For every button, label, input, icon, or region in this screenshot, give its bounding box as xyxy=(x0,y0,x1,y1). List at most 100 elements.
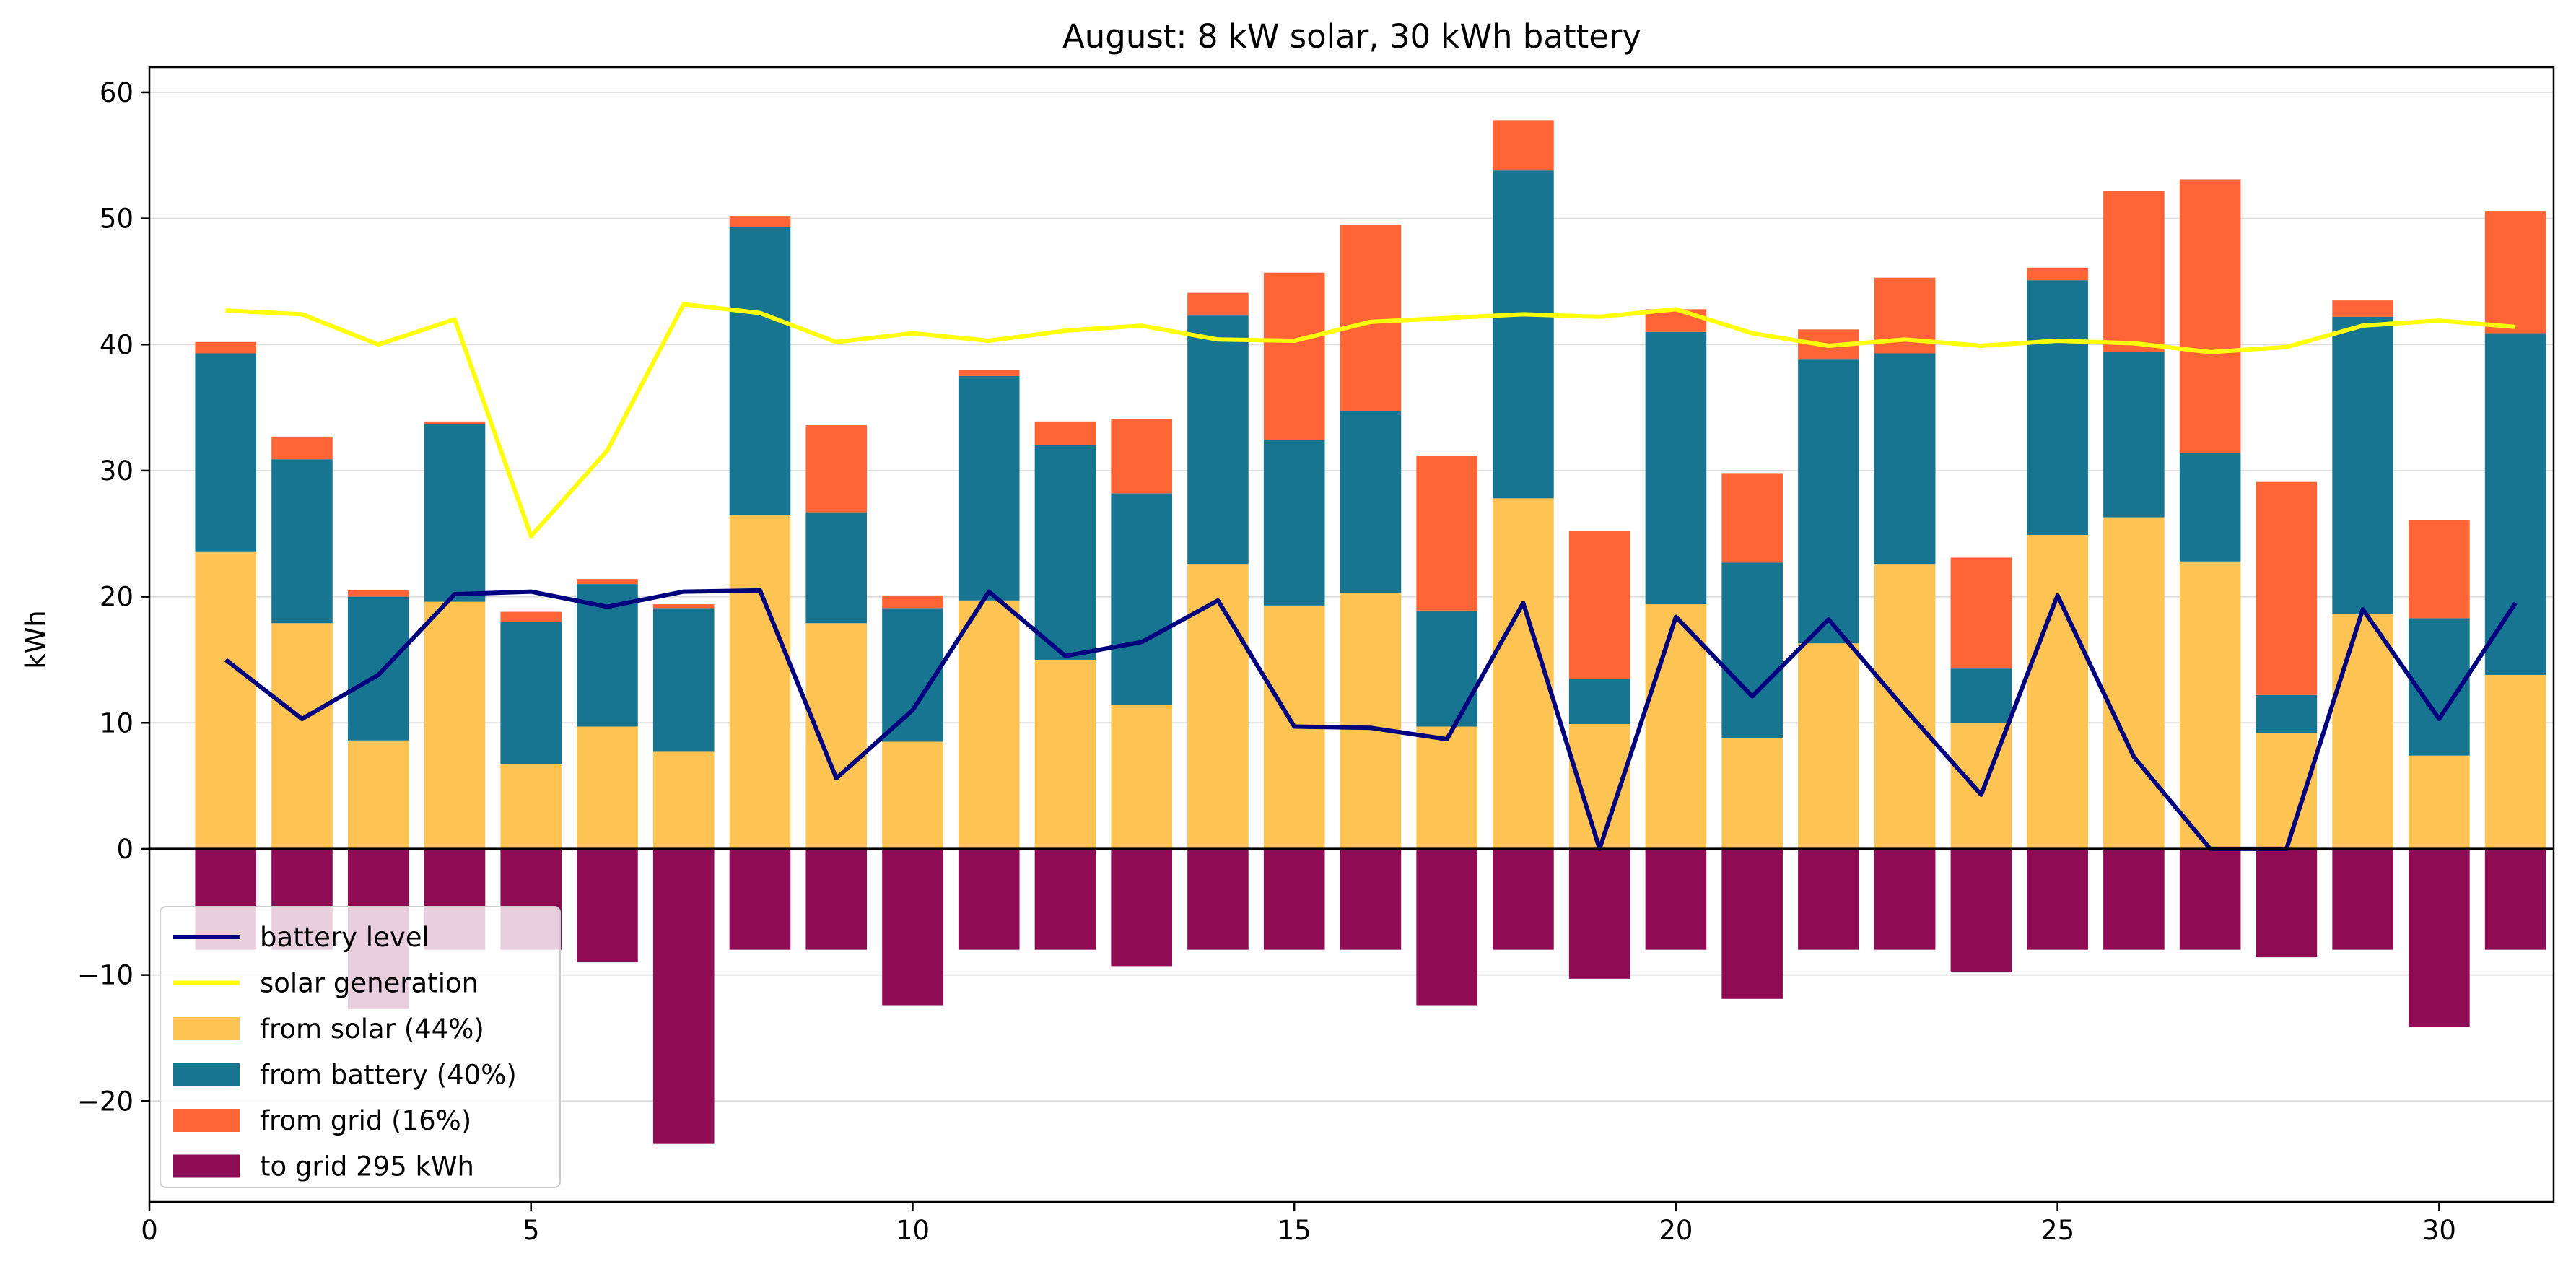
bar-battery-day-7 xyxy=(652,608,715,752)
legend-label-to-grid: to grid 295 kWh xyxy=(260,1151,474,1182)
y-axis-label: kWh xyxy=(20,610,51,668)
bar-export-day-18 xyxy=(1493,848,1554,950)
y-tick-label-10: 10 xyxy=(100,707,134,738)
x-tick-label-25: 25 xyxy=(2040,1215,2074,1246)
bar-solar-day-28 xyxy=(2256,733,2318,849)
bar-solar-day-14 xyxy=(1187,564,1249,849)
bar-solar-day-13 xyxy=(1111,705,1172,849)
bar-grid-day-9 xyxy=(805,425,868,513)
y-tick-label-40: 40 xyxy=(100,329,134,360)
bar-solar-day-22 xyxy=(1798,643,1859,849)
bar-battery-day-19 xyxy=(1568,679,1630,725)
bar-export-day-30 xyxy=(2409,848,2470,1027)
bar-grid-day-5 xyxy=(500,611,562,622)
bar-grid-day-12 xyxy=(1034,421,1096,445)
legend-swatch-from-battery xyxy=(173,1063,240,1086)
bar-grid-day-18 xyxy=(1493,120,1554,171)
bar-grid-day-7 xyxy=(652,604,715,609)
bar-grid-day-1 xyxy=(195,341,257,354)
bar-battery-day-12 xyxy=(1034,445,1096,660)
legend-swatch-from-grid xyxy=(173,1109,240,1132)
bar-battery-day-11 xyxy=(958,375,1020,601)
bar-grid-day-25 xyxy=(2027,267,2088,281)
bar-grid-day-10 xyxy=(882,595,943,609)
axes: −20 −10 0 10 20 30 40 50 60 0 5 10 15 20 25 30 xyxy=(77,66,2555,1246)
bar-grid-day-21 xyxy=(1721,473,1783,563)
bar-grid-day-11 xyxy=(958,370,1020,376)
bar-battery-day-13 xyxy=(1111,493,1172,705)
bar-solar-day-17 xyxy=(1416,726,1477,849)
bar-battery-day-16 xyxy=(1340,411,1402,593)
bar-battery-day-17 xyxy=(1416,610,1477,727)
bar-solar-day-21 xyxy=(1721,738,1783,849)
x-tick-label-10: 10 xyxy=(896,1215,930,1246)
bar-solar-day-16 xyxy=(1340,593,1402,849)
bar-grid-day-8 xyxy=(729,216,791,227)
y-tick-label--10: −10 xyxy=(77,960,134,991)
legend-label-from-battery: from battery (40%) xyxy=(260,1060,517,1091)
bar-export-day-12 xyxy=(1034,848,1096,950)
legend-label-solar-generation: solar generation xyxy=(260,968,479,999)
bar-battery-day-1 xyxy=(195,353,257,552)
bar-solar-day-10 xyxy=(882,741,943,849)
bar-grid-day-13 xyxy=(1111,419,1172,494)
battery-level-line xyxy=(224,588,2518,851)
bar-solar-day-27 xyxy=(2179,561,2241,849)
bar-solar-day-3 xyxy=(347,740,409,849)
bar-export-day-24 xyxy=(1950,848,2012,973)
y-tick-label-30: 30 xyxy=(100,456,134,487)
line-layer xyxy=(224,302,2518,851)
bar-battery-day-9 xyxy=(805,512,868,624)
bar-solar-day-29 xyxy=(2332,614,2393,849)
x-tick-label-30: 30 xyxy=(2422,1215,2456,1246)
bar-grid-day-17 xyxy=(1416,455,1477,611)
bar-export-day-6 xyxy=(577,848,638,963)
legend: battery level solar generation from solar … xyxy=(160,906,561,1188)
bar-export-day-19 xyxy=(1568,848,1630,979)
legend-label-from-grid: from grid (16%) xyxy=(260,1105,471,1136)
bar-battery-day-3 xyxy=(347,596,409,741)
bar-export-day-16 xyxy=(1340,848,1402,950)
bar-solar-day-31 xyxy=(2484,674,2546,849)
bar-solar-day-7 xyxy=(652,751,715,849)
bar-export-day-11 xyxy=(958,848,1020,950)
bar-battery-day-24 xyxy=(1950,668,2012,723)
bar-export-day-15 xyxy=(1263,848,1325,950)
bar-solar-day-26 xyxy=(2103,517,2165,849)
bar-grid-day-24 xyxy=(1950,557,2012,669)
bar-battery-day-26 xyxy=(2103,352,2165,518)
bar-solar-day-30 xyxy=(2409,755,2470,849)
bar-export-day-29 xyxy=(2332,848,2393,950)
bar-grid-day-16 xyxy=(1340,225,1402,411)
bar-grid-day-27 xyxy=(2179,179,2241,453)
bar-grid-day-28 xyxy=(2256,481,2318,695)
bar-battery-day-20 xyxy=(1645,331,1707,605)
x-tick-label-15: 15 xyxy=(1278,1215,1311,1246)
bar-grid-day-6 xyxy=(577,579,638,585)
legend-box xyxy=(160,906,561,1188)
bar-export-day-14 xyxy=(1187,848,1249,950)
bar-export-day-26 xyxy=(2103,848,2165,950)
bar-solar-day-20 xyxy=(1645,604,1707,849)
legend-label-from-solar: from solar (44%) xyxy=(260,1014,484,1045)
bar-grid-day-15 xyxy=(1263,272,1325,441)
bar-export-day-13 xyxy=(1111,848,1172,967)
bar-export-day-9 xyxy=(805,848,868,950)
plot-frame xyxy=(148,66,2555,1203)
x-tick-label-0: 0 xyxy=(141,1215,158,1246)
bar-solar-day-6 xyxy=(577,726,638,849)
bar-solar-day-9 xyxy=(805,623,868,849)
bar-solar-day-1 xyxy=(195,551,257,849)
bar-export-day-21 xyxy=(1721,848,1783,999)
bar-export-day-28 xyxy=(2256,848,2318,958)
bar-grid-day-4 xyxy=(424,421,486,424)
bar-export-day-25 xyxy=(2027,848,2088,950)
bar-grid-day-3 xyxy=(347,590,409,597)
bar-grid-day-30 xyxy=(2409,520,2470,619)
legend-swatch-to-grid xyxy=(173,1154,240,1178)
bar-battery-day-4 xyxy=(424,424,486,602)
bar-export-day-7 xyxy=(652,848,715,1144)
bar-battery-day-2 xyxy=(271,459,333,624)
bar-export-day-23 xyxy=(1874,848,1936,950)
